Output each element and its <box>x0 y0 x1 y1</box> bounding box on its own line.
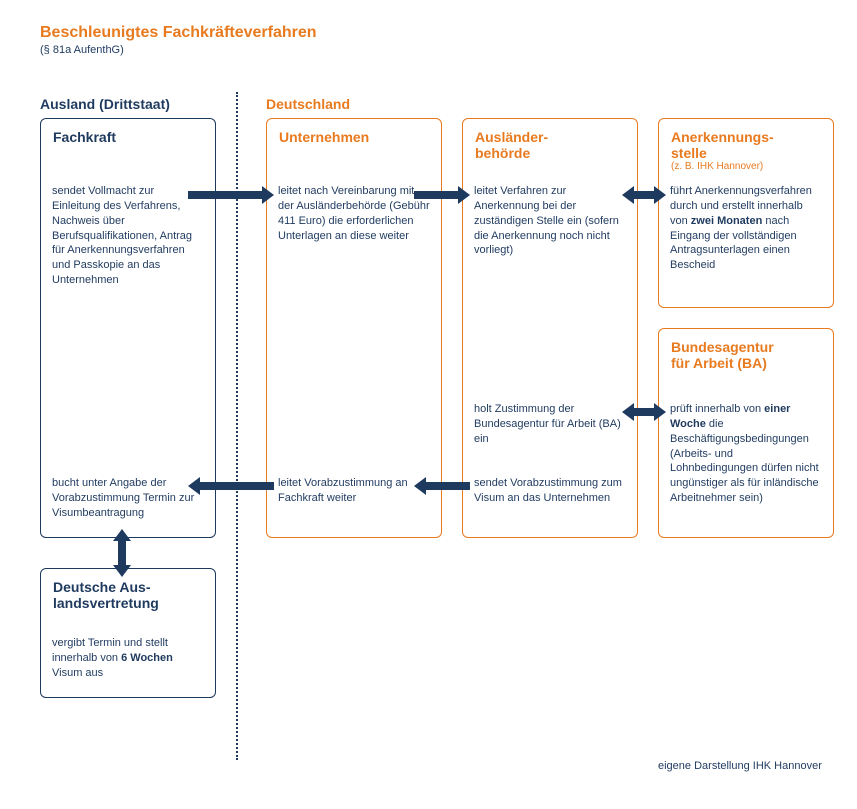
text-fachkraft-1: sendet Vollmacht zur Einleitung des Verf… <box>52 184 204 288</box>
box-unternehmen: Unternehmen <box>266 118 442 538</box>
text-anerkennung-1: führt Anerkennungsverfahren durch und er… <box>670 184 822 273</box>
text-behoerde-3: sendet Vorabzustimmung zum Visum an das … <box>474 476 626 506</box>
text-behoerde-2: holt Zustimmung der Bundesagentur für Ar… <box>474 402 626 447</box>
diagram-subtitle: (§ 81a AufenthG) <box>40 44 124 56</box>
box-title-auslandsvertretung: Deutsche Aus- landsvertretung <box>53 579 203 611</box>
text-unternehmen-2: leitet Vorabzustimmung an Fachkraft weit… <box>278 476 430 506</box>
text-auslandsvertretung-1: vergibt Termin und stellt innerhalb von … <box>52 636 204 681</box>
text-unternehmen-1: leitet nach Vereinbarung mit der Ausländ… <box>278 184 430 243</box>
box-title-auslaenderbehoerde: Ausländer- behörde <box>475 129 625 161</box>
box-title-bundesagentur: Bundesagentur für Arbeit (BA) <box>671 339 821 371</box>
section-label-deutschland: Deutschland <box>266 96 350 112</box>
diagram-title: Beschleunigtes Fachkräfteverfahren <box>40 24 317 42</box>
box-title-fachkraft: Fachkraft <box>53 129 203 145</box>
section-label-ausland: Ausland (Drittstaat) <box>40 96 170 112</box>
text-fachkraft-2: bucht unter Angabe der Vorabzustimmung T… <box>52 476 204 521</box>
text-bundesagentur-1: prüft innerhalb von einer Woche die Besc… <box>670 402 822 506</box>
box-title-unternehmen: Unternehmen <box>279 129 429 145</box>
text-behoerde-1: leitet Verfahren zur Anerkennung bei der… <box>474 184 626 258</box>
box-title-anerkennung: Anerkennungs- stelle <box>671 129 821 161</box>
box-fachkraft: Fachkraft <box>40 118 216 538</box>
box-auslaenderbehoerde: Ausländer- behörde <box>462 118 638 538</box>
box-subtitle-anerkennung: (z. B. IHK Hannover) <box>671 161 821 172</box>
attribution: eigene Darstellung IHK Hannover <box>658 760 822 772</box>
